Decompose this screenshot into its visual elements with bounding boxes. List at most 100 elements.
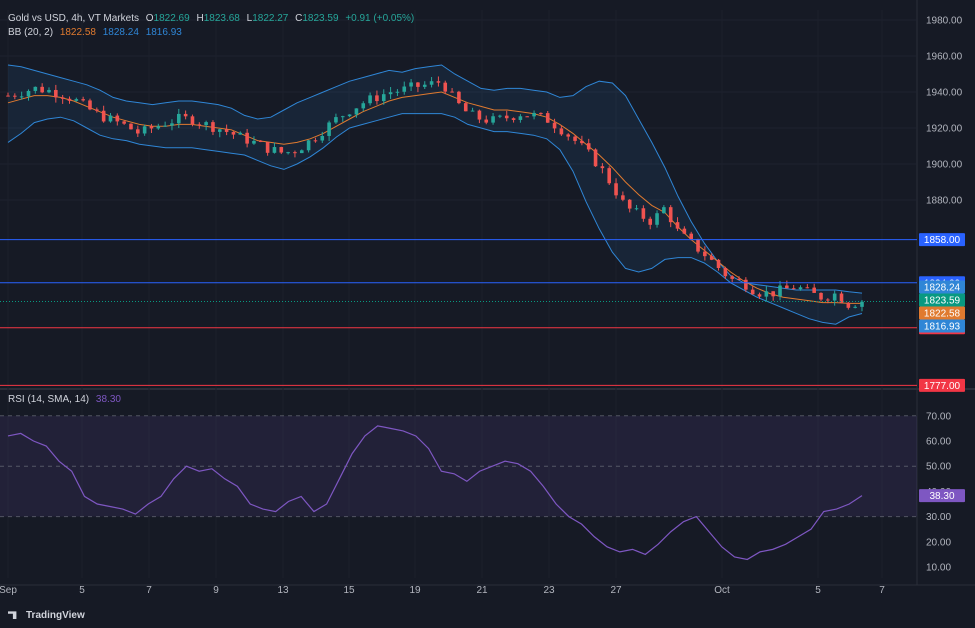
- candle-body: [334, 117, 338, 123]
- price-tick-label: 1920.00: [926, 124, 963, 135]
- candle-body: [504, 115, 509, 119]
- candle-body: [54, 89, 58, 98]
- price-tag: [919, 319, 965, 333]
- bb-basis-value: 1822.58: [59, 27, 96, 38]
- bb-label[interactable]: BB (20, 2): [8, 27, 54, 38]
- candle-body: [416, 82, 420, 87]
- candle-body: [313, 140, 318, 142]
- rsi-legend-value: 38.30: [95, 394, 121, 405]
- candle-body: [177, 113, 181, 124]
- candle-body: [136, 129, 140, 134]
- candle-body: [477, 110, 482, 120]
- candle-body: [258, 140, 263, 142]
- candle-body: [586, 143, 591, 150]
- candle-body: [190, 116, 195, 125]
- price-tag: [919, 306, 965, 320]
- time-tick-label: 5: [79, 585, 85, 596]
- candle-body: [217, 129, 222, 132]
- candle-body: [436, 81, 441, 83]
- candle-body: [785, 285, 789, 289]
- candle-body: [33, 86, 38, 91]
- candle-body: [81, 99, 85, 101]
- candle-body: [525, 116, 530, 118]
- candle-body: [95, 109, 99, 111]
- candle-body: [265, 141, 270, 153]
- candle-body: [853, 306, 857, 308]
- candle-body: [545, 113, 550, 123]
- candle-body: [484, 119, 489, 123]
- bb-upper-value: 1828.24: [102, 27, 139, 38]
- candle-body: [730, 276, 734, 279]
- rsi-value-tag-label: 38.30: [929, 491, 954, 502]
- candle-body: [607, 168, 612, 184]
- candle-body: [450, 91, 454, 93]
- candle-body: [627, 199, 632, 209]
- candle-body: [395, 91, 400, 93]
- rsi-tick-label: 60.00: [926, 437, 951, 448]
- candle-body: [518, 116, 523, 120]
- price-tag-label: 1828.24: [924, 283, 961, 294]
- symbol-title[interactable]: Gold vs USD, 4h, VT Markets: [8, 13, 139, 24]
- candle-body: [614, 183, 618, 196]
- low-label: L: [246, 13, 253, 24]
- rsi-label[interactable]: RSI (14, SMA, 14): [8, 394, 90, 405]
- rsi-legend: RSI (14, SMA, 14) 38.30: [8, 394, 125, 405]
- candle-body: [634, 208, 639, 210]
- candle-body: [696, 239, 700, 252]
- candle-body: [668, 207, 673, 223]
- level-tag: [919, 233, 965, 247]
- candle-body: [60, 97, 65, 99]
- candle-body: [429, 81, 434, 85]
- price-tag-label: 1823.59: [924, 296, 961, 307]
- candle-body: [47, 89, 51, 93]
- price-tick-label: 1940.00: [926, 88, 963, 99]
- level-tag-label: 1777.00: [924, 381, 961, 392]
- price-tag-label: 1816.93: [924, 322, 961, 333]
- rsi-value-tag: [919, 489, 965, 503]
- candle-body: [839, 293, 844, 303]
- candle-body: [354, 108, 359, 115]
- level-tag-label: 1858.00: [924, 235, 961, 246]
- candle-body: [621, 195, 625, 200]
- candle-body: [40, 86, 44, 93]
- candle-body: [19, 96, 24, 98]
- candle-body: [88, 100, 92, 110]
- candle-body: [108, 115, 113, 122]
- candle-body: [422, 84, 427, 87]
- candle-body: [771, 291, 775, 297]
- candle-body: [375, 95, 379, 102]
- candle-body: [778, 285, 782, 297]
- time-tick-label: 7: [146, 585, 152, 596]
- candle-body: [340, 116, 345, 118]
- candle-body: [183, 113, 188, 117]
- candle-body: [682, 228, 687, 234]
- candle-body: [327, 122, 331, 136]
- time-tick-label: 27: [610, 585, 622, 596]
- price-tick-label: 1880.00: [926, 196, 963, 207]
- candle-body: [511, 118, 516, 120]
- candle-body: [368, 95, 372, 104]
- candle-body: [805, 287, 810, 289]
- candle-body: [115, 115, 120, 122]
- rsi-tick-label: 50.00: [926, 462, 951, 473]
- rsi-tick-label: 30.00: [926, 512, 951, 523]
- candle-body: [709, 256, 714, 260]
- rsi-line: [7, 425, 863, 561]
- candle-body: [6, 95, 10, 97]
- candle-body: [279, 147, 284, 153]
- candle-body: [67, 98, 72, 101]
- tradingview-logo[interactable]: TradingView: [8, 610, 85, 621]
- candle-body: [832, 293, 837, 301]
- time-tick-label: 13: [277, 585, 289, 596]
- candle-body: [675, 222, 680, 229]
- bb-legend: BB (20, 2) 1822.58 1828.24 1816.93: [8, 27, 186, 38]
- candle-body: [593, 149, 598, 167]
- candle-body: [272, 147, 277, 153]
- candle-body: [764, 291, 769, 297]
- rsi-tick-label: 20.00: [926, 537, 951, 548]
- candle-body: [552, 122, 557, 129]
- candle-body: [716, 259, 721, 269]
- candle-body: [757, 294, 762, 297]
- candle-body: [306, 140, 311, 151]
